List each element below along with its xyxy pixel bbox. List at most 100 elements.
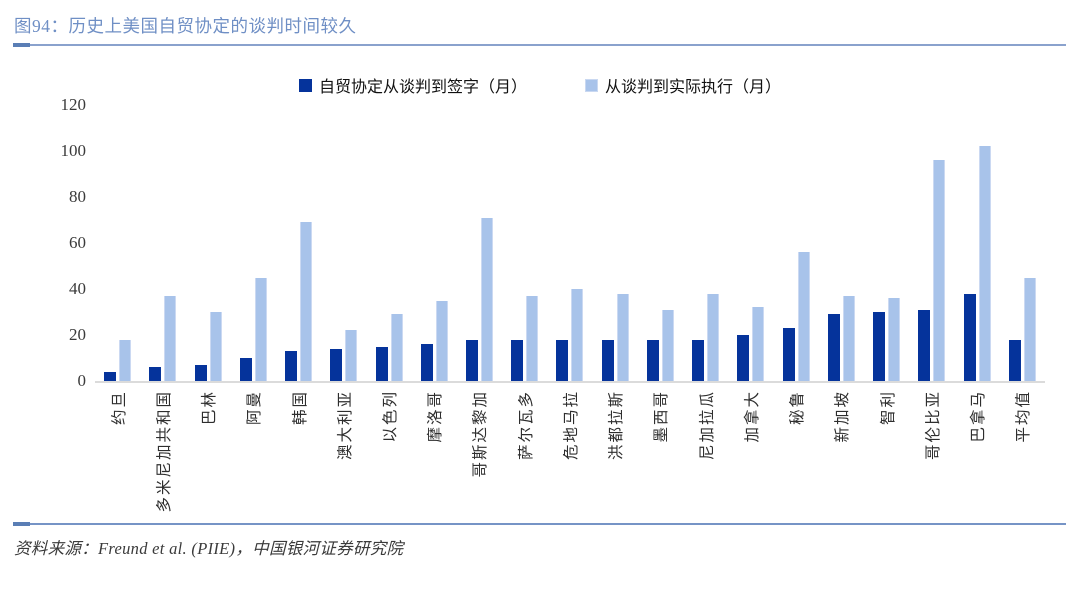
x-axis-label: 摩洛哥 <box>427 390 445 443</box>
bar-signing-18 <box>873 312 886 381</box>
bar-implementation-15 <box>752 307 765 381</box>
x-axis-label-cell: 秘鲁 <box>774 390 819 525</box>
x-axis-label: 多米尼加共和国 <box>155 390 173 513</box>
y-tick-label: 20 <box>69 325 86 344</box>
bar-signing-17 <box>827 314 840 381</box>
bar-signing-15 <box>737 335 750 381</box>
bar-implementation-10 <box>526 295 539 381</box>
bar-group <box>140 105 185 381</box>
legend-swatch-implementation-icon <box>585 78 598 92</box>
x-axis-label-cell: 澳大利亚 <box>321 390 366 525</box>
bar-signing-16 <box>782 328 795 381</box>
bar-implementation-8 <box>435 300 448 381</box>
bar-signing-5 <box>285 351 298 381</box>
chart-legend: 自贸协定从谈判到签字（月） 从谈判到实际执行（月） <box>0 73 1080 97</box>
x-axis-label: 平均值 <box>1015 390 1033 443</box>
x-axis-label: 巴拿马 <box>970 390 988 443</box>
bar-group <box>502 105 547 381</box>
y-tick-label: 100 <box>60 141 87 160</box>
bar-group <box>412 105 457 381</box>
bar-group <box>185 105 230 381</box>
bar-group <box>909 105 954 381</box>
bar-signing-6 <box>330 348 343 381</box>
x-axis-label-cell: 哥伦比亚 <box>909 390 954 525</box>
x-axis-label-cell: 萨尔瓦多 <box>502 390 547 525</box>
bar-group <box>95 105 140 381</box>
x-axis-label: 澳大利亚 <box>336 390 354 461</box>
source-divider-accent <box>13 522 30 526</box>
x-axis-label: 阿曼 <box>246 390 264 426</box>
y-tick-label: 120 <box>60 95 87 114</box>
x-axis-label-cell: 尼加拉瓜 <box>683 390 728 525</box>
bar-implementation-14 <box>707 293 720 381</box>
bar-signing-3 <box>194 364 207 381</box>
x-axis-label-cell: 平均值 <box>1000 390 1045 525</box>
bar-implementation-18 <box>888 298 901 381</box>
x-axis-label-cell: 危地马拉 <box>547 390 592 525</box>
title-divider <box>13 43 1066 47</box>
x-axis-label-cell: 加拿大 <box>728 390 773 525</box>
bar-signing-4 <box>239 358 252 381</box>
bar-implementation-3 <box>209 312 222 381</box>
x-axis-label-cell: 哥斯达黎加 <box>457 390 502 525</box>
bar-implementation-11 <box>571 289 584 381</box>
bar-implementation-12 <box>616 293 629 381</box>
x-axis-label-cell: 多米尼加共和国 <box>140 390 185 525</box>
bar-signing-14 <box>692 339 705 381</box>
bar-signing-7 <box>375 346 388 381</box>
bar-signing-8 <box>420 344 433 381</box>
bar-group <box>774 105 819 381</box>
bar-signing-19 <box>918 309 931 381</box>
x-axis-label-cell: 墨西哥 <box>638 390 683 525</box>
bar-implementation-1 <box>119 339 132 381</box>
source-divider <box>13 522 1066 526</box>
source-note: 资料来源：Freund et al. (PIIE)，中国银河证券研究院 <box>14 539 404 558</box>
bar-signing-2 <box>149 367 162 381</box>
x-axis-label: 加拿大 <box>743 390 761 443</box>
bar-group <box>366 105 411 381</box>
legend-label-implementation: 从谈判到实际执行（月） <box>605 79 782 96</box>
bar-implementation-21 <box>1023 277 1036 381</box>
bar-signing-21 <box>1008 339 1021 381</box>
x-axis-label-cell: 巴拿马 <box>954 390 999 525</box>
legend-label-signing: 自贸协定从谈判到签字（月） <box>318 79 527 96</box>
bar-signing-12 <box>601 339 614 381</box>
y-tick-label: 0 <box>77 371 87 390</box>
x-axis-label-cell: 阿曼 <box>231 390 276 525</box>
bar-group <box>638 105 683 381</box>
y-axis: 0 20 40 60 80 100 120 <box>28 95 87 390</box>
bar-group <box>1000 105 1045 381</box>
y-tick-label: 80 <box>69 187 86 206</box>
bar-signing-20 <box>963 293 976 381</box>
bar-signing-10 <box>511 339 524 381</box>
bar-implementation-4 <box>254 277 267 381</box>
x-axis-label-cell: 智利 <box>864 390 909 525</box>
bar-chart-plot <box>95 105 1045 383</box>
x-axis-label: 墨西哥 <box>653 390 671 443</box>
x-axis-label-cell: 新加坡 <box>819 390 864 525</box>
bar-implementation-2 <box>164 295 177 381</box>
x-axis-label: 智利 <box>879 390 897 426</box>
x-axis-label: 以色列 <box>382 390 400 443</box>
x-axis-label-cell: 以色列 <box>366 390 411 525</box>
x-axis-label-cell: 约旦 <box>95 390 140 525</box>
legend-item-signing: 自贸协定从谈判到签字（月） <box>298 73 527 97</box>
figure-title: 图94：历史上美国自贸协定的谈判时间较久 <box>14 16 357 36</box>
bar-signing-9 <box>465 339 478 381</box>
x-axis-label-cell: 韩国 <box>276 390 321 525</box>
bar-implementation-19 <box>933 160 946 381</box>
bar-group <box>728 105 773 381</box>
bar-group <box>457 105 502 381</box>
bar-group <box>864 105 909 381</box>
x-axis-label: 尼加拉瓜 <box>698 390 716 461</box>
bar-group <box>954 105 999 381</box>
x-axis-label: 洪都拉斯 <box>608 390 626 461</box>
bar-implementation-9 <box>480 217 493 381</box>
bar-implementation-6 <box>345 330 358 381</box>
x-axis-label-cell: 巴林 <box>185 390 230 525</box>
bar-implementation-7 <box>390 314 403 381</box>
x-axis-label: 哥斯达黎加 <box>472 390 490 478</box>
x-axis-label: 约旦 <box>110 390 128 426</box>
bar-group <box>231 105 276 381</box>
bar-group <box>819 105 864 381</box>
